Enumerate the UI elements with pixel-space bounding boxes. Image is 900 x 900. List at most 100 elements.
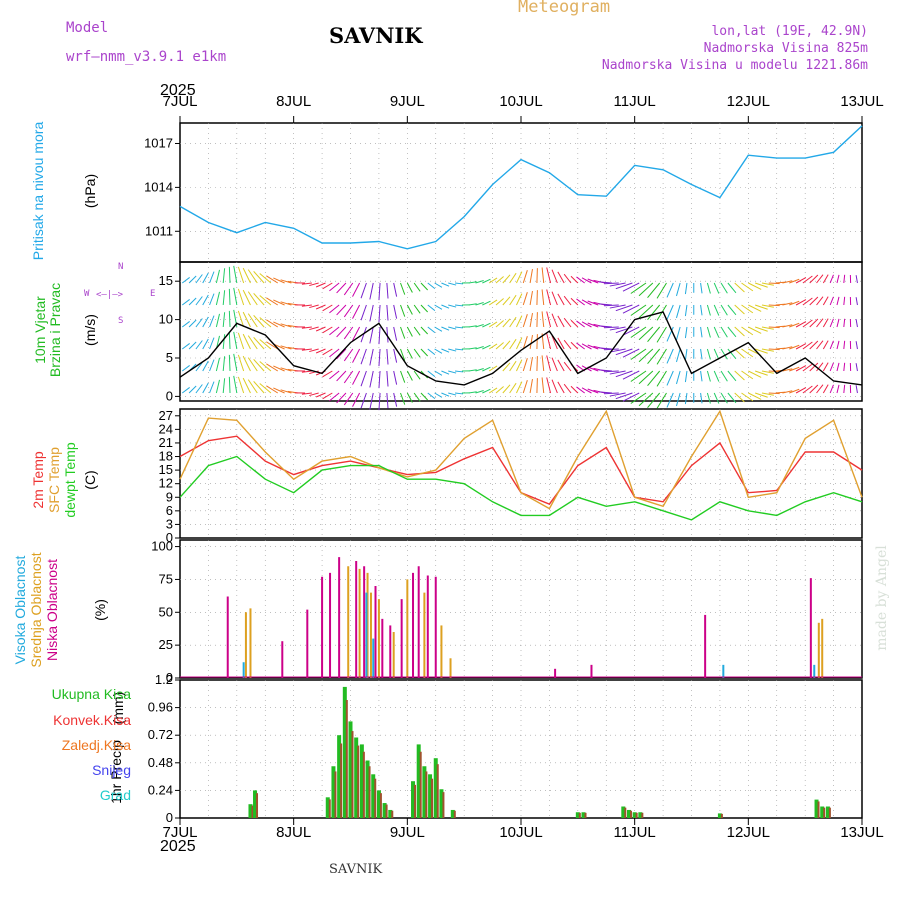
wind-arrow (522, 270, 528, 284)
wind-arrow (576, 298, 585, 306)
wind-arrow (557, 315, 565, 328)
wind-arrow (855, 275, 858, 284)
wind-arrow (441, 304, 450, 309)
precip-bar (248, 804, 253, 818)
wind-arrow (581, 387, 592, 394)
x-tick-label: 9JUL (390, 93, 425, 110)
wind-arrow (202, 338, 209, 350)
wind-arrow (195, 384, 203, 394)
wind-arrow (727, 282, 737, 294)
wind-arrow (195, 296, 203, 306)
wind-arrow (455, 326, 464, 329)
wind-arrow (448, 282, 457, 286)
wind-arrow (700, 348, 703, 360)
wind-arrow (369, 304, 374, 322)
wind-arrow (734, 392, 745, 403)
meteogram-title: Meteogram (518, 0, 611, 17)
wind-arrow (253, 293, 265, 306)
wind-arrow (343, 392, 354, 406)
wind-arrow (604, 348, 619, 351)
wind-arrow (802, 385, 813, 394)
y-tick-label-temperature: 12 (159, 476, 173, 491)
wind-arrow (247, 269, 258, 284)
wind-arrow (622, 392, 640, 402)
wind-arrow (386, 326, 389, 343)
wind-arrow (516, 271, 523, 284)
wind-arrow (789, 344, 800, 350)
wind-arrow (378, 392, 381, 411)
wind-arrow (630, 282, 647, 294)
wind-arrow (684, 370, 688, 383)
wind-arrow (209, 359, 215, 372)
precip-bar (581, 812, 586, 818)
precip-conv-bar (436, 764, 439, 818)
precip-conv-bar (431, 778, 434, 818)
wind-arrow (700, 392, 703, 404)
wind-arrow (795, 299, 807, 306)
wind-arrow (434, 348, 443, 354)
wind-arrow (855, 297, 858, 306)
precip-conv-bar (362, 751, 365, 818)
legend-snow: Snijeg (92, 762, 131, 778)
wind-arrow (228, 310, 231, 328)
wind-arrow (242, 333, 251, 350)
wind-arrow (343, 326, 354, 340)
wind-arrow (378, 370, 381, 389)
wind-arrow (529, 290, 533, 306)
wind-arrow (434, 304, 443, 310)
wind-arrow (675, 304, 681, 319)
wind-arrow (647, 282, 661, 299)
wind-arrow (748, 326, 762, 334)
wind-arrow (598, 325, 612, 328)
wind-arrow (413, 282, 421, 292)
wind-arrow (622, 282, 640, 292)
wind-arrow (789, 300, 800, 306)
wind-arrow (233, 287, 238, 306)
wind-arrow (215, 357, 221, 372)
y-tick-label-precip: 0 (166, 810, 173, 825)
precip-bar (365, 760, 370, 818)
wind-arrow (809, 362, 819, 372)
y-tick-label-temperature: 21 (159, 435, 173, 450)
wind-arrow (522, 292, 528, 306)
wind-arrow (360, 282, 367, 299)
wind-arrow (748, 282, 762, 290)
wind-arrow (427, 282, 436, 290)
wind-arrow (551, 269, 558, 284)
y-tick-label-precip: 1.2 (155, 672, 173, 687)
wind-arrow (202, 294, 209, 306)
wind-arrow (622, 304, 640, 314)
wind-arrow (315, 304, 326, 310)
precip-bar (428, 774, 433, 818)
wind-arrow (604, 304, 619, 307)
wind-arrow (181, 321, 190, 328)
precip-conv-bar (340, 743, 343, 818)
wind-arrow (713, 370, 720, 382)
wind-arrow (795, 365, 807, 372)
wind-arrow (202, 316, 209, 328)
wind-arrow (829, 296, 834, 306)
wind-arrow (393, 282, 398, 297)
wind-arrow (273, 299, 285, 306)
y-tick-label-temperature: 9 (166, 489, 173, 504)
wind-arrow (420, 304, 429, 313)
wind-arrow (713, 326, 720, 338)
wind-arrow (587, 322, 599, 328)
wind-arrow (266, 341, 279, 350)
wind-arrow (242, 377, 251, 394)
wind-arrow (343, 282, 354, 296)
wind-arrow (557, 381, 565, 394)
wind-arrow (509, 382, 517, 394)
wind-arrow (713, 348, 720, 360)
y-tick-label-clouds: 50 (159, 604, 173, 619)
wind-arrow (789, 388, 800, 394)
wind-arrow (222, 312, 226, 328)
wind-arrow (352, 392, 361, 407)
wind-arrow (836, 362, 840, 372)
precip-bar (632, 812, 637, 818)
wind-arrow (541, 311, 545, 328)
wind-arrow (761, 304, 774, 308)
precip-bar (825, 806, 830, 818)
wind-arrow (266, 297, 279, 306)
wind-arrow (237, 332, 245, 350)
